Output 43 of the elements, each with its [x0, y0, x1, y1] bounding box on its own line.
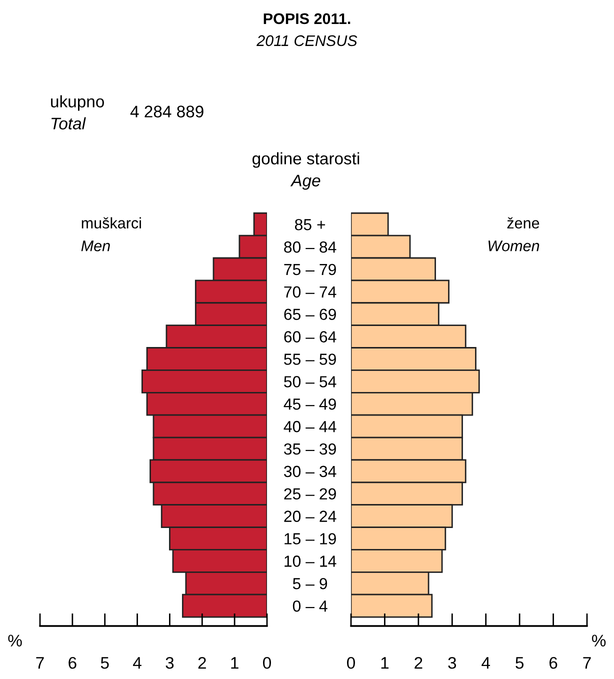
y-axis-title: godine starosti Age [252, 152, 360, 190]
y-tick-label: 55 – 59 [284, 354, 336, 365]
text: žene Women [488, 217, 540, 252]
y-tick-label: 25 – 29 [284, 488, 336, 500]
y-tick-label: 60 – 64 [284, 331, 336, 342]
x-tick-label: 2 [198, 656, 206, 669]
y-tick-label: 35 – 39 [284, 443, 336, 455]
y-tick-label: 10 – 14 [284, 556, 336, 567]
x-tick-label: 4 [482, 657, 490, 669]
x-axis-title: % [8, 634, 22, 646]
y-tick-label: 30 – 34 [284, 466, 336, 478]
y-tick-label: 50 – 54 [284, 376, 336, 388]
x-tick-label: 7 [36, 657, 44, 669]
x-tick-label: 3 [166, 656, 174, 669]
y-tick-label: 40 – 44 [284, 420, 336, 432]
text: ukupno Total [51, 95, 104, 130]
text: POPIS 2011. [264, 13, 350, 24]
x-tick-label: 2 [414, 656, 422, 669]
x-tick-label: 5 [516, 657, 524, 669]
x-tick-label: 6 [550, 656, 558, 669]
x-tick-label: 6 [68, 656, 76, 669]
x-tick-label: 5 [100, 657, 109, 669]
y-tick-label: 65 – 69 [284, 308, 336, 320]
x-tick-label: 1 [381, 657, 389, 669]
text: 2011 CENSUS [256, 35, 358, 46]
x-tick-label: 1 [231, 657, 238, 669]
y-tick-label: 45 – 49 [284, 398, 336, 410]
y-tick-label: 70 – 74 [284, 286, 336, 298]
x-tick-label: 7 [583, 657, 591, 669]
y-tick-label: 15 – 19 [284, 533, 336, 544]
y-tick-label: 20 – 24 [284, 510, 336, 522]
text: muškarci Men [81, 217, 141, 252]
x-axis-title: % [592, 634, 606, 646]
text: 4 284 889 [130, 106, 204, 118]
x-tick-label: 0 [347, 656, 355, 669]
y-tick-label: 75 – 79 [284, 264, 336, 276]
y-tick-label: 0 – 4 [292, 600, 328, 612]
y-tick-label: 85 + [294, 218, 326, 230]
y-tick-label: 80 – 84 [284, 241, 336, 253]
x-tick-label: 4 [133, 657, 142, 669]
y-tick-label: 5 – 9 [292, 578, 328, 590]
x-tick-label: 3 [448, 656, 456, 669]
x-tick-label: 0 [263, 656, 271, 669]
